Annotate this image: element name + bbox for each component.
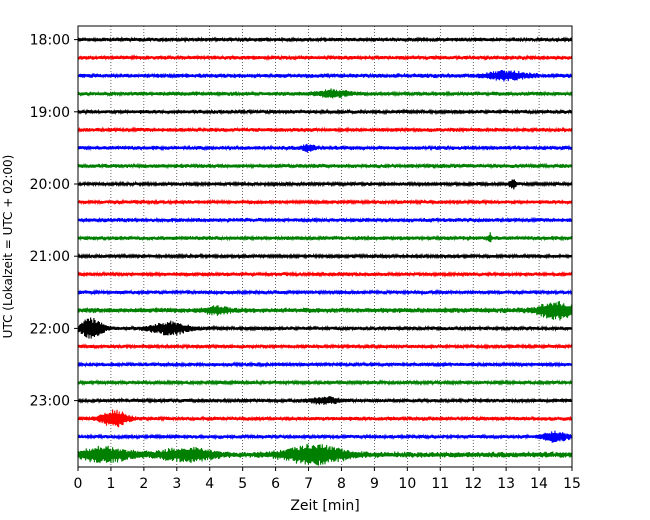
plot-frame: [77, 25, 573, 468]
x-tick-label: 14: [530, 476, 548, 492]
trace-2245: [77, 378, 573, 387]
y-axis-label: UTC (Lokalzeit = UTC + 02:00): [1, 155, 15, 339]
trace-2045: [77, 232, 573, 243]
trace-2030: [77, 216, 573, 224]
trace-1830: [77, 69, 573, 82]
x-tick-label: 6: [271, 476, 280, 492]
trace-1930: [77, 143, 573, 153]
trace-2130: [77, 288, 573, 296]
x-tick-label: 0: [74, 476, 83, 492]
trace-1815: [77, 54, 573, 62]
x-tick-label: 12: [464, 476, 482, 492]
x-axis-label: Zeit [min]: [290, 498, 359, 514]
trace-1800: [77, 36, 573, 43]
y-tick-label: 21:00: [30, 249, 70, 265]
trace-2015: [77, 198, 573, 206]
x-tick-label: 11: [431, 476, 449, 492]
x-tick-label: 8: [337, 476, 346, 492]
trace-2200: [77, 317, 573, 339]
x-ticks: 0 1 2 3 4 5 6 7 8 9 10 11 12 13 14 15: [74, 467, 581, 492]
y-tick-label: 20:00: [30, 177, 70, 193]
x-tick-label: 1: [106, 476, 115, 492]
x-tick-label: 15: [563, 476, 581, 492]
trace-lines: [77, 36, 573, 466]
x-tick-label: 7: [304, 476, 313, 492]
trace-1845: [77, 88, 573, 99]
y-tick-label: 18:00: [30, 33, 70, 49]
y-tick-label: 19:00: [30, 105, 70, 121]
trace-1915: [77, 126, 573, 134]
y-ticks: 18:00 19:00 20:00 21:00 22:00 23:00: [30, 33, 78, 410]
trace-2115: [77, 270, 573, 278]
x-tick-label: 10: [398, 476, 416, 492]
x-tick-label: 4: [205, 476, 214, 492]
x-tick-label: 5: [238, 476, 247, 492]
trace-2000: [77, 179, 573, 190]
y-tick-label: 23:00: [30, 394, 70, 410]
trace-2330: [77, 430, 573, 443]
x-tick-label: 3: [172, 476, 181, 492]
x-tick-label: 9: [370, 476, 379, 492]
trace-2215: [77, 343, 573, 350]
trace-2300: [77, 396, 573, 405]
trace-1900: [77, 108, 573, 116]
trace-2145: [77, 301, 573, 321]
y-tick-label: 22:00: [30, 321, 70, 337]
trace-2315: [77, 409, 573, 428]
x-tick-label: 2: [139, 476, 148, 492]
trace-1945: [77, 162, 573, 170]
trace-2345: [77, 444, 573, 466]
trace-2100: [77, 252, 573, 260]
x-tick-label: 13: [497, 476, 515, 492]
trace-2230: [77, 361, 573, 368]
